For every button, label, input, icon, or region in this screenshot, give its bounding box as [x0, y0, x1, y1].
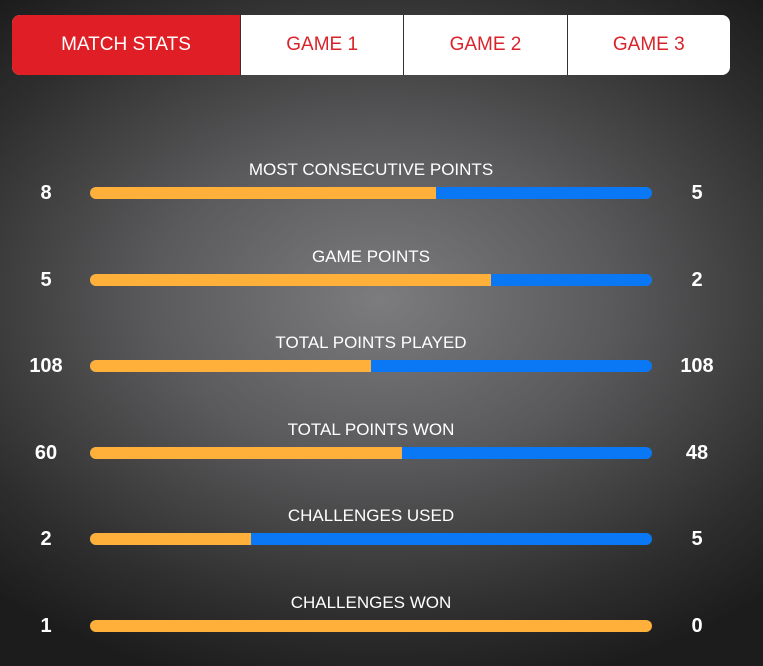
left-value: 5	[40, 268, 52, 291]
left-fill	[90, 273, 492, 286]
stat-title: TOTAL POINTS PLAYED	[275, 333, 467, 352]
stat-row: CHALLENGES WON 1 0	[0, 593, 763, 653]
left-value: 8	[40, 182, 52, 204]
stat-bar	[90, 619, 652, 632]
right-value: 5	[691, 182, 703, 204]
stat-row: GAME POINTS 5 2	[0, 247, 763, 307]
stat-title: MOST CONSECUTIVE POINTS	[248, 160, 494, 179]
tab-match-stats[interactable]: MATCH STATS	[12, 15, 240, 75]
tab-game-3[interactable]: GAME 3	[566, 15, 730, 75]
left-value: 2	[40, 528, 52, 550]
left-value: 60	[34, 441, 58, 464]
left-fill	[90, 187, 436, 199]
stat-title: TOTAL POINTS WON	[287, 419, 455, 439]
left-fill	[90, 360, 371, 372]
stat-bar	[90, 187, 652, 199]
stat-bar	[90, 273, 652, 286]
stat-title: GAME POINTS	[311, 246, 431, 266]
stat-row: TOTAL POINTS WON 60 48	[0, 420, 763, 480]
tab-bar: MATCH STATS GAME 1 GAME 2 GAME 3	[12, 15, 730, 75]
stat-bar	[90, 533, 652, 545]
stat-title: CHALLENGES USED	[287, 506, 455, 525]
stat-row: MOST CONSECUTIVE POINTS 8 5	[0, 160, 763, 220]
right-value: 2	[691, 268, 703, 291]
right-value: 108	[680, 355, 714, 377]
stat-row: CHALLENGES USED 2 5	[0, 506, 763, 566]
stat-bar	[90, 360, 652, 372]
tab-game-1[interactable]: GAME 1	[240, 15, 403, 75]
left-fill	[90, 619, 652, 632]
right-value: 0	[691, 614, 703, 637]
tab-game-2[interactable]: GAME 2	[403, 15, 566, 75]
right-value: 5	[691, 528, 703, 550]
left-value: 1	[40, 614, 52, 637]
stat-row: TOTAL POINTS PLAYED 108 108	[0, 333, 763, 393]
left-fill	[90, 446, 403, 459]
left-fill	[90, 533, 251, 545]
stat-bar	[90, 446, 652, 459]
stat-title: CHALLENGES WON	[290, 592, 452, 612]
left-value: 108	[29, 355, 63, 377]
right-value: 48	[685, 441, 709, 464]
